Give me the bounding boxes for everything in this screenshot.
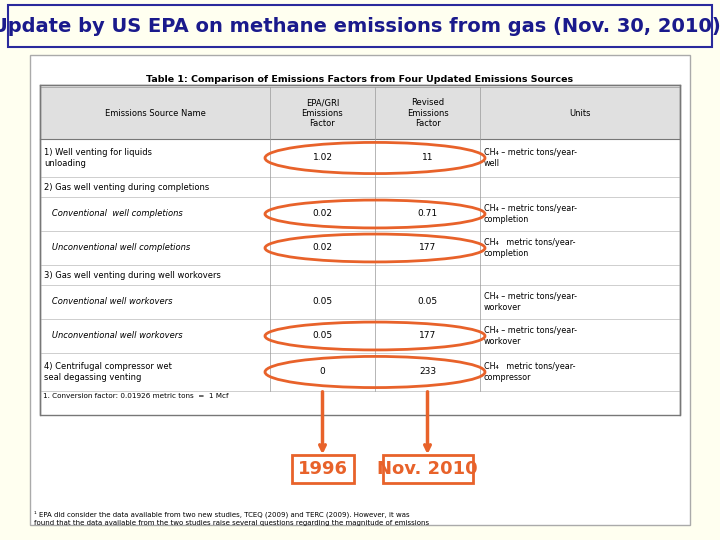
Text: 177: 177 — [419, 332, 436, 341]
Text: Emissions Source Name: Emissions Source Name — [104, 109, 205, 118]
Text: 2) Gas well venting during completions: 2) Gas well venting during completions — [44, 183, 210, 192]
Text: EPA/GRI
Emissions
Factor: EPA/GRI Emissions Factor — [302, 98, 343, 128]
Text: CH₄ – metric tons/year-
well: CH₄ – metric tons/year- well — [484, 148, 577, 168]
Text: Nov. 2010: Nov. 2010 — [377, 460, 478, 478]
Text: CH₄ – metric tons/year-
completion: CH₄ – metric tons/year- completion — [484, 204, 577, 224]
Text: 0.71: 0.71 — [418, 210, 438, 219]
Text: 177: 177 — [419, 244, 436, 253]
Text: 1) Well venting for liquids
unloading: 1) Well venting for liquids unloading — [44, 148, 152, 168]
Text: 0.05: 0.05 — [312, 332, 333, 341]
Text: 0.02: 0.02 — [312, 210, 333, 219]
Text: 0.05: 0.05 — [418, 298, 438, 307]
Text: Conventional  well completions: Conventional well completions — [44, 210, 183, 219]
Text: CH₄   metric tons/year-
compressor: CH₄ metric tons/year- compressor — [484, 362, 575, 382]
Text: 1. Conversion factor: 0.01926 metric tons  =  1 Mcf: 1. Conversion factor: 0.01926 metric ton… — [43, 393, 228, 399]
Text: CH₄ – metric tons/year-
workover: CH₄ – metric tons/year- workover — [484, 292, 577, 312]
Text: ¹ EPA did consider the data available from two new studies, TCEQ (2009) and TERC: ¹ EPA did consider the data available fr… — [34, 511, 429, 525]
Text: Revised
Emissions
Factor: Revised Emissions Factor — [407, 98, 449, 128]
Text: Conventional well workovers: Conventional well workovers — [44, 298, 173, 307]
Text: 233: 233 — [419, 368, 436, 376]
Text: CH₄ – metric tons/year-
workover: CH₄ – metric tons/year- workover — [484, 326, 577, 346]
Text: Unconventional well workovers: Unconventional well workovers — [44, 332, 183, 341]
Text: 0: 0 — [320, 368, 325, 376]
Text: 0.02: 0.02 — [312, 244, 333, 253]
Text: 1996: 1996 — [297, 460, 348, 478]
Text: 0.05: 0.05 — [312, 298, 333, 307]
Text: Update by US EPA on methane emissions from gas (Nov. 30, 2010):: Update by US EPA on methane emissions fr… — [0, 17, 720, 36]
Text: 3) Gas well venting during well workovers: 3) Gas well venting during well workover… — [44, 271, 221, 280]
Text: Table 1: Comparison of Emissions Factors from Four Updated Emissions Sources: Table 1: Comparison of Emissions Factors… — [146, 75, 574, 84]
Polygon shape — [382, 455, 472, 483]
Text: 11: 11 — [422, 153, 433, 163]
Text: CH₄   metric tons/year-
completion: CH₄ metric tons/year- completion — [484, 238, 575, 258]
Polygon shape — [40, 87, 680, 139]
Text: Unconventional well completions: Unconventional well completions — [44, 244, 190, 253]
Text: 4) Centrifugal compressor wet
seal degassing venting: 4) Centrifugal compressor wet seal degas… — [44, 362, 172, 382]
Polygon shape — [292, 455, 354, 483]
Text: 1.02: 1.02 — [312, 153, 333, 163]
Polygon shape — [30, 55, 690, 525]
Text: Units: Units — [570, 109, 590, 118]
